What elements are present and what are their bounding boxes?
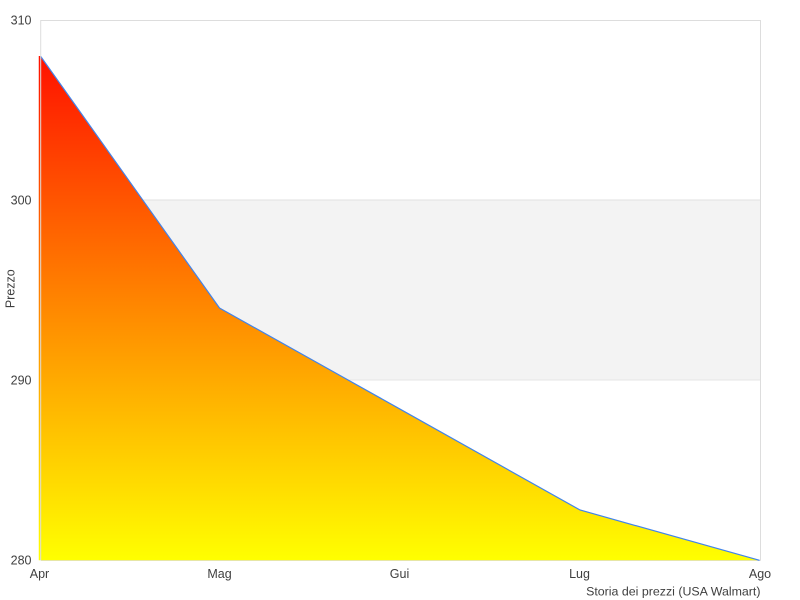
svg-text:280: 280 xyxy=(11,554,32,568)
svg-text:Prezzo: Prezzo xyxy=(4,269,18,308)
svg-text:Gui: Gui xyxy=(390,567,409,581)
svg-text:Apr: Apr xyxy=(30,567,49,581)
svg-text:Ago: Ago xyxy=(749,567,771,581)
svg-text:Lug: Lug xyxy=(569,567,590,581)
svg-text:290: 290 xyxy=(11,374,32,388)
svg-text:Mag: Mag xyxy=(207,567,231,581)
svg-text:Storia dei prezzi (USA Walmart: Storia dei prezzi (USA Walmart) xyxy=(586,585,760,599)
svg-text:310: 310 xyxy=(11,14,32,28)
svg-text:300: 300 xyxy=(11,194,32,208)
